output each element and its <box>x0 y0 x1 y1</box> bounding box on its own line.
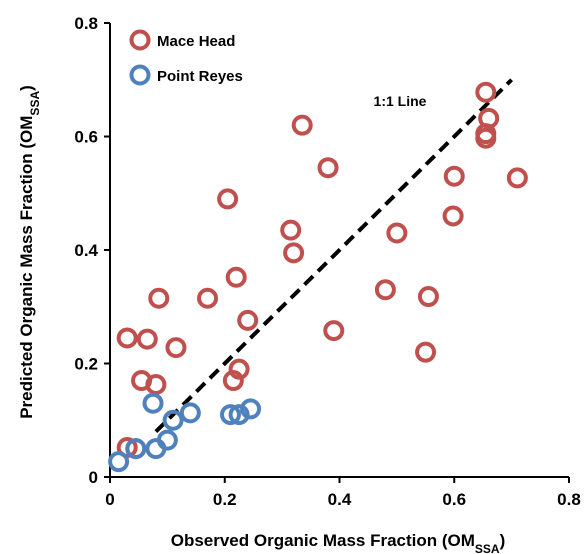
point-mace-head <box>165 337 187 359</box>
point-mace-head <box>148 287 170 309</box>
legend-marker-point-reyes <box>129 64 151 86</box>
x-axis-title-sub: SSA <box>475 542 500 554</box>
point-mace-head <box>145 373 167 395</box>
point-mace-head <box>217 188 239 210</box>
x-axis-title-end: ) <box>500 531 506 550</box>
x-tick-label: 0.6 <box>442 490 466 509</box>
point-point-reyes <box>108 451 130 473</box>
one-to-one-line <box>154 78 514 434</box>
point-mace-head <box>417 286 439 308</box>
y-tick-label: 0 <box>89 468 98 487</box>
x-tick-label: 0 <box>105 490 114 509</box>
legend-marker-mace-head <box>129 29 151 51</box>
y-tick-label: 0.4 <box>74 241 98 260</box>
x-tick-label: 0.4 <box>328 490 352 509</box>
point-mace-head <box>136 328 158 350</box>
point-mace-head <box>222 370 244 392</box>
x-axis-title: Observed Organic Mass Fraction (OMSSA) <box>171 531 506 554</box>
y-axis-title-end: ) <box>17 85 36 91</box>
point-mace-head <box>442 205 464 227</box>
point-point-reyes <box>125 438 147 460</box>
reference-line-label: 1:1 Line <box>374 93 427 109</box>
point-point-reyes <box>162 409 184 431</box>
point-point-reyes <box>142 392 164 414</box>
point-mace-head <box>443 165 465 187</box>
legend: Mace Head Point Reyes <box>129 29 243 86</box>
point-point-reyes <box>179 402 201 424</box>
point-mace-head <box>506 167 528 189</box>
x-axis-title-main: Observed Organic Mass Fraction (OM <box>171 531 475 550</box>
y-tick-label: 0.2 <box>74 355 98 374</box>
x-tick-label: 0.2 <box>213 490 237 509</box>
point-mace-head <box>374 279 396 301</box>
point-mace-head <box>317 157 339 179</box>
y-axis-title-main: Predicted Organic Mass Fraction (OM <box>17 116 36 419</box>
y-tick-label: 0.8 <box>74 14 98 33</box>
y-tick-label: 0.6 <box>74 128 98 147</box>
point-mace-head <box>225 266 247 288</box>
point-point-reyes <box>145 438 167 460</box>
point-mace-head <box>237 309 259 331</box>
point-point-reyes <box>240 398 262 420</box>
point-mace-head <box>386 222 408 244</box>
y-axis-title-sub: SSA <box>28 91 42 116</box>
point-mace-head <box>475 127 497 149</box>
y-axis-title: Predicted Organic Mass Fraction (OMSSA) <box>17 85 42 419</box>
point-mace-head <box>228 358 250 380</box>
point-mace-head <box>283 242 305 264</box>
point-point-reyes <box>228 404 250 426</box>
legend-label-mace-head: Mace Head <box>157 33 235 50</box>
point-mace-head <box>197 287 219 309</box>
point-mace-head <box>291 114 313 136</box>
reference-line-group <box>154 78 514 434</box>
legend-label-point-reyes: Point Reyes <box>157 68 243 85</box>
point-mace-head <box>116 327 138 349</box>
point-mace-head <box>475 81 497 103</box>
data-points <box>108 81 528 473</box>
ticks: 0 0.2 0.4 0.6 0.8 0 0.2 0.4 0.6 0.8 <box>74 14 580 509</box>
x-tick-label: 0.8 <box>557 490 581 509</box>
point-mace-head <box>280 219 302 241</box>
point-point-reyes <box>219 404 241 426</box>
point-mace-head <box>415 341 437 363</box>
point-mace-head <box>323 320 345 342</box>
